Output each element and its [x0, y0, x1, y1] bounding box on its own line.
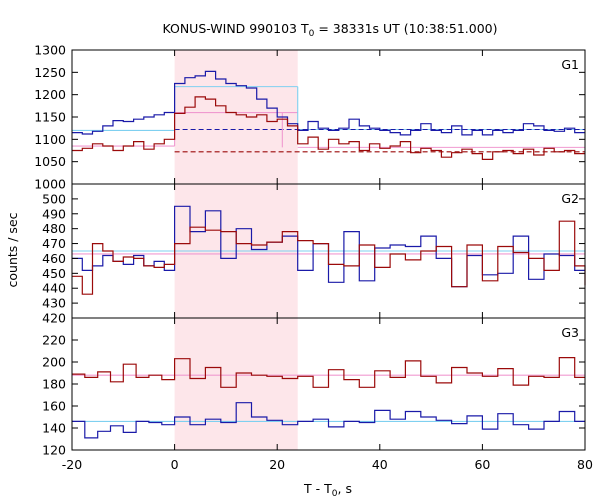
y-tick-label: 490	[42, 206, 66, 221]
y-tick-label: 1200	[34, 87, 66, 102]
y-tick-label: 1300	[34, 43, 66, 58]
y-tick-label: 120	[42, 443, 66, 458]
y-tick-label: 160	[42, 399, 66, 414]
y-tick-label: 1250	[34, 65, 66, 80]
y-tick-label: 440	[42, 281, 66, 296]
plot-area: 1000105011001150120012501300G14204304404…	[34, 43, 593, 473]
x-tick-label: 80	[577, 457, 593, 472]
y-tick-label: 1000	[34, 177, 66, 192]
y-tick-label: 500	[42, 191, 66, 206]
x-tick-label: -20	[62, 457, 82, 472]
y-tick-label: 430	[42, 296, 66, 311]
series-line-red	[72, 357, 585, 388]
y-tick-label: 420	[42, 311, 66, 326]
y-tick-label: 450	[42, 266, 66, 281]
panel-g3: 120 140 160 180 200 220 G3	[42, 317, 586, 458]
panel-g1: 1000 1050 1100 1150 1200 1250 1300 G1	[34, 43, 586, 192]
panel-label: G2	[561, 191, 579, 206]
panel-label: G3	[561, 325, 579, 340]
y-tick-label: 470	[42, 236, 66, 251]
y-tick-label: 180	[42, 377, 66, 392]
x-tick-label: 0	[171, 457, 179, 472]
y-axis-label: counts / sec	[5, 212, 20, 287]
y-tick-label: 480	[42, 221, 66, 236]
series-line-blue	[72, 402, 585, 439]
x-tick-label: 40	[372, 457, 388, 472]
series-line-blue	[72, 70, 585, 136]
x-axis-label: T - T0, s	[303, 481, 352, 499]
y-tick-label: 1100	[34, 132, 66, 147]
y-tick-label: 200	[42, 355, 66, 370]
y-tick-label: 220	[42, 333, 66, 348]
series-line-red	[72, 96, 585, 160]
chart-title: KONUS-WIND 990103 T0 = 38331s UT (10:38:…	[162, 21, 497, 39]
y-tick-label: 1150	[34, 110, 66, 125]
y-tick-label: 460	[42, 251, 66, 266]
series-line-red	[72, 220, 586, 295]
x-tick-label: 20	[269, 457, 285, 472]
x-tick-label: 60	[474, 457, 490, 472]
series-line-blue	[72, 205, 585, 288]
panel-label: G1	[561, 57, 579, 72]
y-tick-label: 1050	[34, 154, 66, 169]
y-tick-label: 140	[42, 421, 66, 436]
